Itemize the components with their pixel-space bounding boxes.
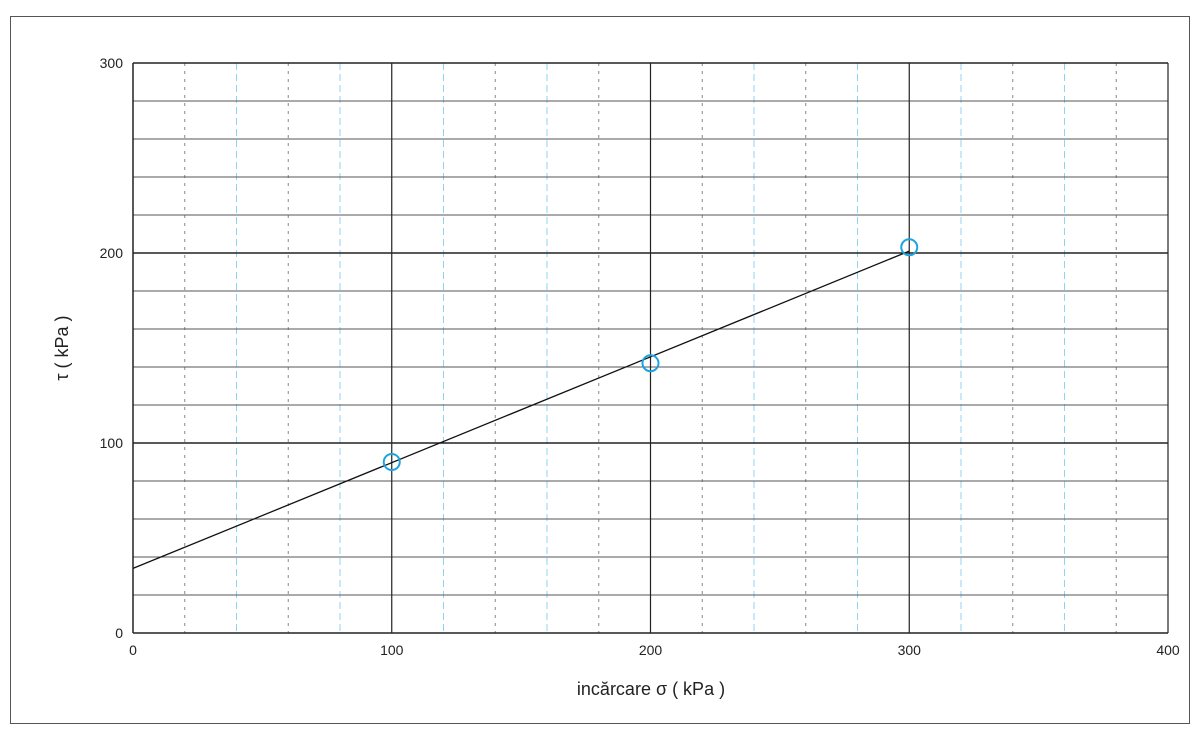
major-gridlines <box>133 62 1169 633</box>
y-tick-label: 200 <box>100 245 124 261</box>
y-tick-label: 0 <box>115 625 123 641</box>
x-tick-label: 300 <box>898 642 922 658</box>
data-point <box>641 354 660 373</box>
y-tick-labels: 0 100 200 300 <box>100 55 124 641</box>
x-tick-label: 200 <box>639 642 663 658</box>
data-points <box>382 238 919 471</box>
y-axis-title: τ ( kPa ) <box>52 315 72 380</box>
trendline <box>132 250 910 570</box>
data-point <box>382 453 401 471</box>
chart-frame <box>10 16 1190 724</box>
y-tick-label: 100 <box>100 435 124 451</box>
x-axis-title: incărcare σ ( kPa ) <box>577 679 725 699</box>
data-point <box>900 238 919 257</box>
x-tick-label: 100 <box>380 642 404 658</box>
x-tick-label: 400 <box>1156 642 1180 658</box>
x-tick-label: 0 <box>129 642 137 658</box>
y-tick-label: 300 <box>100 55 124 71</box>
x-tick-labels: 0 100 200 300 400 <box>129 642 1180 658</box>
